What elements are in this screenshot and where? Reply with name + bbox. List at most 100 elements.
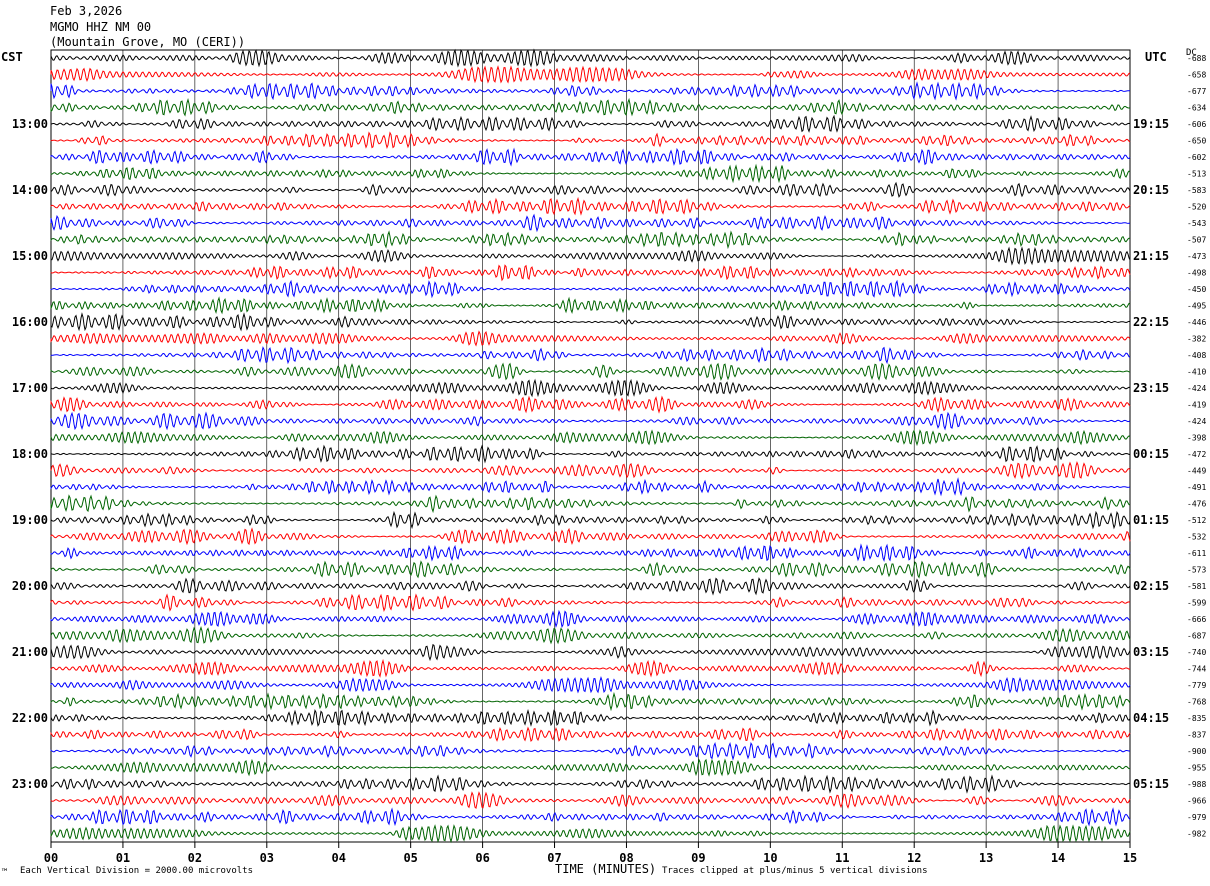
x-tick-label: 09 <box>691 851 705 865</box>
seismic-trace <box>50 691 1131 712</box>
dc-offset-label: -507 <box>1187 236 1206 245</box>
seismic-trace <box>50 560 1131 579</box>
seismic-trace <box>50 163 1131 184</box>
seismic-trace <box>50 196 1131 216</box>
dc-offset-label: -988 <box>1187 780 1206 789</box>
cst-hour-label: 18:00 <box>12 447 48 461</box>
seismic-trace <box>50 181 1131 198</box>
cst-hour-label: 22:00 <box>12 711 48 725</box>
seismic-trace <box>50 510 1131 530</box>
cst-hour-label: 13:00 <box>12 117 48 131</box>
dc-offset-label: -410 <box>1187 368 1206 377</box>
dc-offset-label: -982 <box>1187 830 1206 839</box>
dc-offset-label: -837 <box>1187 731 1206 740</box>
dc-offset-label: -740 <box>1187 648 1206 657</box>
dc-offset-label: -955 <box>1187 764 1206 773</box>
cst-hour-label: 17:00 <box>12 381 48 395</box>
utc-hour-label: 04:15 <box>1133 711 1169 725</box>
left-timezone-label: CST <box>1 50 23 64</box>
x-tick-label: 15 <box>1123 851 1137 865</box>
dc-offset-label: -476 <box>1187 500 1206 509</box>
seismic-trace <box>50 543 1131 562</box>
dc-offset-label: -513 <box>1187 170 1206 179</box>
seismic-trace <box>50 48 1131 68</box>
x-tick-label: 10 <box>763 851 777 865</box>
utc-hour-label: 21:15 <box>1133 249 1169 263</box>
seismic-trace <box>50 577 1131 596</box>
cst-hour-label: 15:00 <box>12 249 48 263</box>
dc-offset-label: -532 <box>1187 533 1206 542</box>
seismic-trace <box>50 279 1131 299</box>
right-timezone-label: UTC <box>1145 50 1167 64</box>
seismic-trace <box>50 807 1131 827</box>
dc-offset-label: -473 <box>1187 252 1206 261</box>
seismic-trace <box>50 131 1131 150</box>
seismic-trace <box>50 296 1131 315</box>
seismic-trace <box>50 824 1131 844</box>
dc-label: DC <box>1186 48 1197 58</box>
utc-hour-label: 19:15 <box>1133 117 1169 131</box>
dc-offset-label: -687 <box>1187 632 1206 641</box>
dc-offset-label: -966 <box>1187 797 1206 806</box>
x-tick-label: 00 <box>44 851 58 865</box>
seismic-trace <box>50 97 1131 117</box>
utc-hour-label: 02:15 <box>1133 579 1169 593</box>
dc-offset-label: -599 <box>1187 599 1206 608</box>
seismic-trace <box>50 213 1131 233</box>
dc-offset-label: -419 <box>1187 401 1206 410</box>
seismic-trace <box>50 494 1131 514</box>
seismic-trace <box>50 709 1131 727</box>
seismic-trace <box>50 460 1131 480</box>
dc-offset-label: -491 <box>1187 483 1206 492</box>
cst-hour-label: 23:00 <box>12 777 48 791</box>
x-tick-label: 05 <box>403 851 417 865</box>
dc-offset-label: -634 <box>1187 104 1206 113</box>
plot-frame <box>50 49 1131 843</box>
seismic-trace <box>50 362 1131 381</box>
x-tick-label: 03 <box>260 851 274 865</box>
dc-offset-label: -424 <box>1187 417 1206 426</box>
seismic-trace <box>50 65 1131 84</box>
dc-offset-label: -979 <box>1187 813 1206 822</box>
dc-offset-label: -900 <box>1187 747 1206 756</box>
seismic-trace <box>50 264 1131 282</box>
x-tick-label: 13 <box>979 851 993 865</box>
dc-offset-label: -650 <box>1187 137 1206 146</box>
cst-hour-label: 19:00 <box>12 513 48 527</box>
dc-offset-label: -658 <box>1187 71 1206 80</box>
dc-offset-label: -450 <box>1187 285 1206 294</box>
seismic-trace <box>50 395 1131 414</box>
seismic-trace <box>50 477 1131 497</box>
cst-hour-label: 20:00 <box>12 579 48 593</box>
seismic-trace <box>50 625 1131 645</box>
seismic-trace <box>50 675 1131 694</box>
seismic-trace <box>50 658 1130 678</box>
x-tick-label: 14 <box>1051 851 1065 865</box>
utc-hour-label: 20:15 <box>1133 183 1169 197</box>
x-tick-label: 01 <box>116 851 130 865</box>
dc-offset-label: -424 <box>1187 384 1206 393</box>
seismic-trace <box>50 147 1131 167</box>
dc-offset-label: -677 <box>1187 87 1206 96</box>
dc-offset-label: -835 <box>1187 714 1206 723</box>
seismic-trace <box>50 527 1131 546</box>
dc-offset-label: -768 <box>1187 698 1206 707</box>
x-tick-label: 06 <box>475 851 489 865</box>
seismic-trace <box>50 429 1131 447</box>
x-tick-label: 02 <box>188 851 202 865</box>
seismic-trace <box>50 758 1130 777</box>
x-tick-label: 04 <box>332 851 346 865</box>
dc-offset-label: -779 <box>1187 681 1206 690</box>
dc-offset-label: -573 <box>1187 566 1206 575</box>
dc-offset-label: -581 <box>1187 582 1206 591</box>
seismic-trace <box>50 726 1131 743</box>
seismic-trace <box>50 791 1131 810</box>
corner-mark: ™ <box>2 868 8 878</box>
dc-offset-label: -583 <box>1187 186 1206 195</box>
dc-offset-label: -446 <box>1187 318 1206 327</box>
dc-offset-label: -472 <box>1187 450 1206 459</box>
utc-hour-label: 23:15 <box>1133 381 1169 395</box>
scale-note: Each Vertical Division = 2000.00 microvo… <box>20 866 253 876</box>
seismic-trace <box>50 114 1131 133</box>
dc-offset-label: -512 <box>1187 516 1206 525</box>
